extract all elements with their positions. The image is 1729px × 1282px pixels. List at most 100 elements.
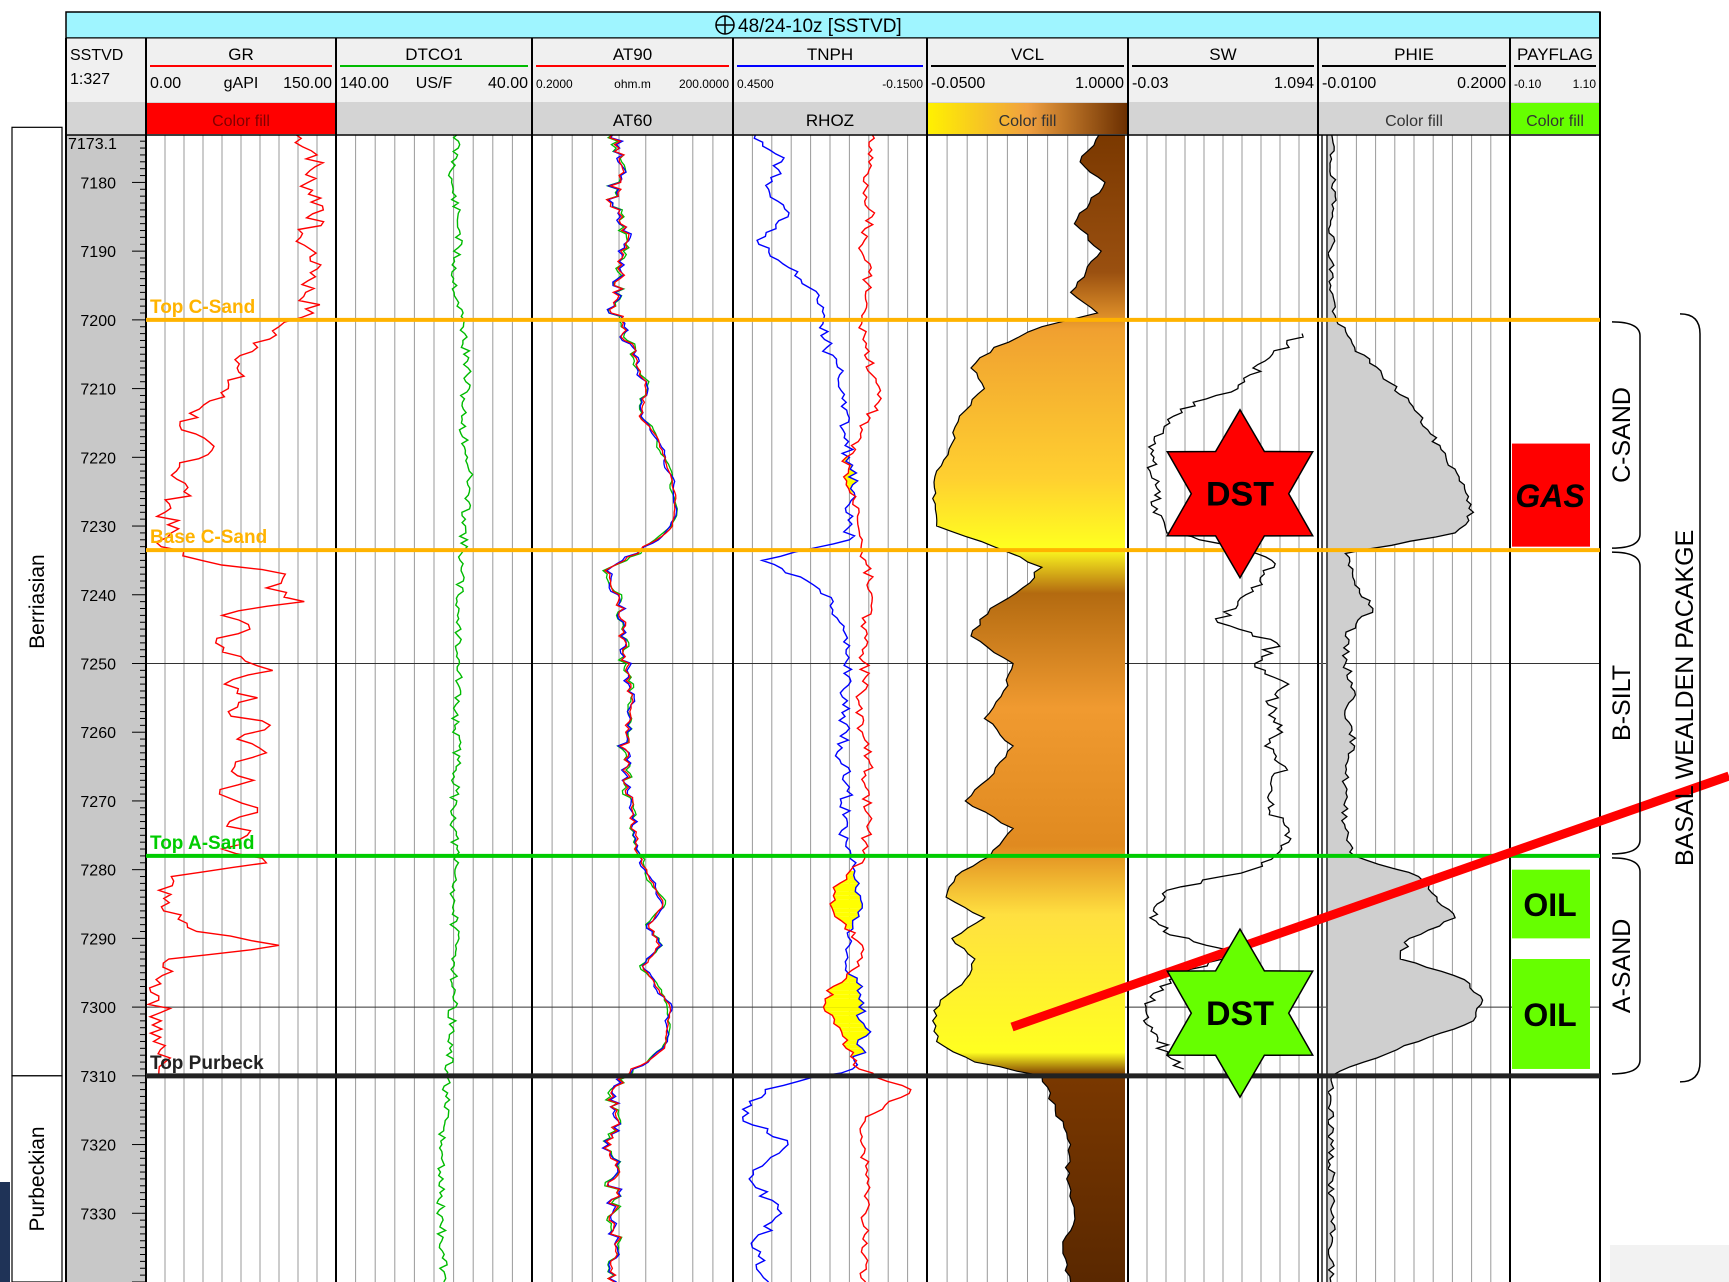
crossover-segment (841, 1031, 871, 1036)
track-header-dtco: DTCO1 (405, 45, 463, 64)
track-header-sw: SW (1209, 45, 1236, 64)
track-min-at90: 0.2000 (536, 77, 573, 91)
stage-label: Berriasian (26, 554, 49, 649)
depth-track-bg (66, 135, 146, 1282)
dst-star (1166, 408, 1314, 580)
track-max-vcl: 1.0000 (1075, 75, 1124, 92)
depth-tick-label: 7190 (80, 244, 116, 261)
depth-header-name: SSTVD (70, 47, 123, 64)
zone-label: C-SAND (1608, 387, 1636, 483)
sw-curve (1142, 333, 1304, 1070)
track-max-gr: 150.00 (283, 75, 332, 92)
formation-top-label: Top A-Sand (150, 833, 254, 854)
track-subheader-at90: AT60 (613, 111, 652, 130)
crossover-segment (833, 895, 861, 900)
crossover-segment (846, 480, 858, 485)
track-min-gr: 0.00 (150, 75, 181, 92)
depth-tick-label: 7250 (80, 656, 116, 673)
crossover-segment (833, 1019, 864, 1024)
crossover-segment (825, 994, 861, 999)
crossover-segment (839, 879, 860, 884)
track-min-tnph: 0.4500 (737, 77, 774, 91)
track-unit-dtco: US/F (416, 75, 453, 92)
zone-bracket (1611, 551, 1641, 855)
track-min-vcl: -0.0500 (931, 75, 985, 92)
crossover-segment (839, 1027, 871, 1032)
pay-flag-label: OIL (1523, 997, 1576, 1033)
depth-tick-label: 7270 (80, 794, 116, 811)
track-min-phie: -0.0100 (1322, 75, 1376, 92)
crossover-segment (834, 916, 859, 921)
depth-tick-label: 7210 (80, 382, 116, 399)
depth-tick-label: 7220 (80, 450, 116, 467)
dst-star (1166, 927, 1314, 1099)
crossover-segment (833, 912, 859, 917)
stage-box (11, 126, 63, 1077)
dst-marker: DST (1166, 408, 1314, 580)
crossover-segment (842, 1036, 867, 1041)
crossover-segment (826, 990, 861, 995)
track-max-at90: 200.0000 (679, 77, 729, 91)
crossover-segment (840, 920, 853, 925)
crossover-segment (823, 1003, 864, 1008)
formation-top-label: Top Purbeck (150, 1053, 264, 1074)
package-label: BASAL WEALDEN PACAKGE (1671, 530, 1699, 866)
track-min-sw: -0.03 (1132, 75, 1169, 92)
crossover-segment (825, 998, 864, 1003)
track-max-dtco: 40.00 (488, 75, 528, 92)
gr-curve (145, 135, 326, 1076)
crossover-segment (830, 899, 863, 904)
bottom-right-panel (1610, 1245, 1729, 1282)
pay-flag-gas (1512, 443, 1590, 547)
package-bracket (1679, 313, 1701, 1083)
track-max-tnph: -0.1500 (882, 77, 923, 91)
crossover-segment (844, 924, 853, 929)
stage-box (11, 1075, 63, 1282)
crosshair-circle-icon (715, 15, 735, 35)
pay-flag-label: GAS (1515, 478, 1585, 514)
track-fill-label-payflag: Color fill (1526, 113, 1584, 130)
depth-tick-label: 7240 (80, 588, 116, 605)
track-header-at90: AT90 (613, 45, 652, 64)
zone-bracket (1611, 857, 1641, 1075)
crossover-segment (846, 1048, 866, 1053)
track-min-payflag: -0.10 (1514, 77, 1542, 91)
track-fill-swatch-vcl (927, 103, 1128, 134)
track-fill-swatch-phie (1318, 103, 1510, 134)
depth-tick-label: 7310 (80, 1069, 116, 1086)
track-max-phie: 0.2000 (1457, 75, 1506, 92)
tnph-crossover-fill (823, 457, 871, 1057)
track-min-dtco: 140.00 (340, 75, 389, 92)
track-fill-label-gr: Color fill (212, 113, 270, 130)
zone-label: A-SAND (1608, 919, 1636, 1013)
track-fill-label-phie: Color fill (1385, 113, 1443, 130)
stage-column: Berriasian Purbeckian (11, 126, 63, 1282)
at90-curve (603, 135, 677, 1282)
track-header-vcl: VCL (1011, 45, 1044, 64)
depth-tick-label: 7260 (80, 725, 116, 742)
phie-curve (1326, 135, 1484, 1282)
crossover-segment (825, 1011, 866, 1016)
track-subheader-tnph: RHOZ (806, 111, 854, 130)
crossover-segment (830, 904, 863, 909)
track-header-gr: GR (228, 45, 254, 64)
depth-tick-label: 7320 (80, 1138, 116, 1155)
at-shallow-curve (601, 135, 678, 1282)
crossover-segment (833, 891, 861, 896)
plot-area (66, 135, 1600, 1282)
crossover-segment (846, 875, 855, 880)
depth-tick-label: 7300 (80, 1000, 116, 1017)
pay-flag-label: OIL (1523, 887, 1576, 923)
depth-tick-label: 7280 (80, 863, 116, 880)
zone-label: B-SILT (1608, 665, 1636, 741)
dst-label: DST (1206, 476, 1274, 514)
zone-bracket (1611, 321, 1641, 549)
crossover-segment (832, 908, 863, 913)
depth-top-label: 7173.1 (68, 136, 117, 153)
track-unit-at90: ohm.m (614, 77, 651, 91)
depth-tick-label: 7330 (80, 1206, 116, 1223)
crossover-segment (826, 986, 863, 991)
pay-flag-oil (1512, 958, 1590, 1069)
dst-marker: DST (1166, 927, 1314, 1099)
